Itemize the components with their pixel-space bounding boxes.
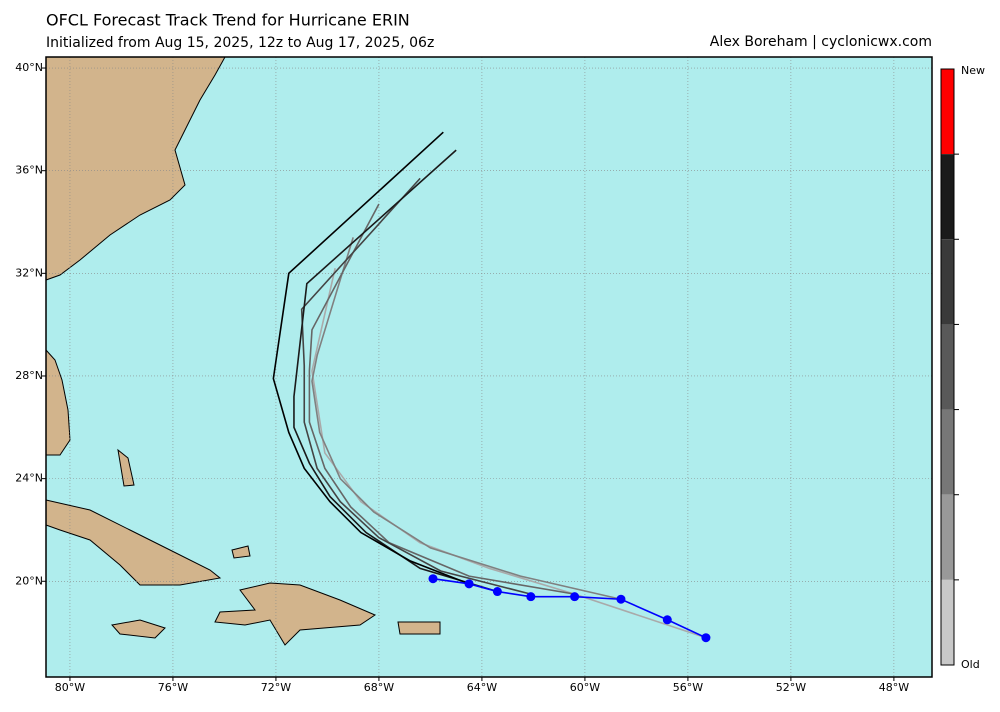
plot-frame	[45, 56, 933, 678]
chart-subtitle: Initialized from Aug 15, 2025, 12z to Au…	[46, 35, 434, 51]
colorbar-segment	[941, 324, 954, 410]
x-tick-label: 68°W	[364, 681, 394, 694]
credit: Alex Boreham | cyclonicwx.com	[710, 34, 932, 50]
track-point	[492, 587, 502, 597]
colorbar-label: Old	[961, 658, 980, 671]
colorbar-segment	[941, 409, 954, 495]
track-point	[526, 592, 536, 602]
track-point	[428, 574, 438, 584]
x-tick-label: 64°W	[467, 681, 497, 694]
colorbar-segment	[941, 69, 954, 155]
x-tick-label: 76°W	[158, 681, 188, 694]
track	[432, 577, 707, 639]
x-tick-label: 52°W	[776, 681, 806, 694]
x-tick-label: 72°W	[261, 681, 291, 694]
y-tick-label: 24°N	[15, 472, 43, 485]
colorbar-segment	[941, 239, 954, 325]
y-tick-label: 40°N	[15, 61, 43, 74]
y-tick-label: 28°N	[15, 369, 43, 382]
track-point	[616, 594, 626, 604]
x-tick-label: 56°W	[673, 681, 703, 694]
track-point	[701, 633, 711, 643]
track-point	[570, 592, 580, 602]
y-tick-label: 32°N	[15, 266, 43, 279]
track-point	[662, 615, 672, 625]
x-tick-label: 80°W	[55, 681, 85, 694]
colorbar-frame	[940, 68, 955, 666]
colorbar-segment	[941, 494, 954, 580]
y-tick-label: 36°N	[15, 164, 43, 177]
track	[272, 131, 470, 585]
colorbar-segment	[941, 154, 954, 240]
colorbar-segment	[941, 579, 954, 665]
chart-title: OFCL Forecast Track Trend for Hurricane …	[46, 11, 410, 30]
colorbar-label: New	[961, 64, 985, 77]
track-point	[464, 579, 474, 589]
x-tick-label: 60°W	[570, 681, 600, 694]
y-tick-label: 20°N	[15, 574, 43, 587]
x-tick-label: 48°W	[879, 681, 909, 694]
track	[308, 203, 575, 595]
track	[311, 237, 622, 601]
land	[45, 56, 441, 646]
